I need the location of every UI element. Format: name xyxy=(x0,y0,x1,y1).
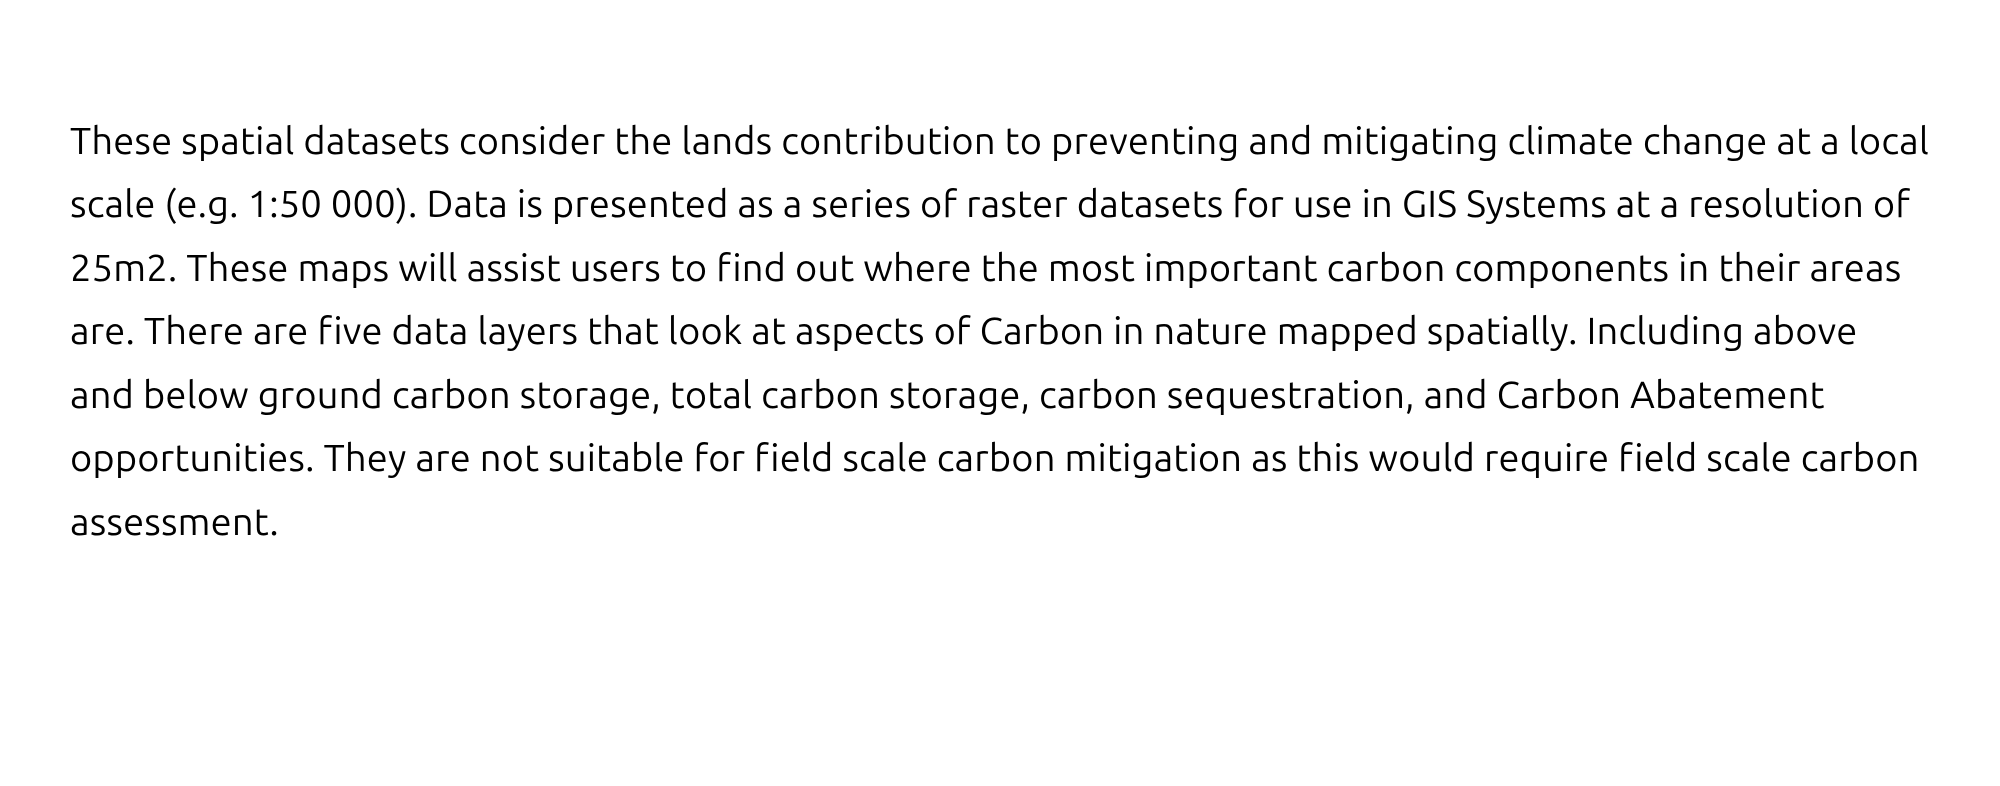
body-paragraph: These spatial datasets consider the land… xyxy=(70,110,1930,554)
